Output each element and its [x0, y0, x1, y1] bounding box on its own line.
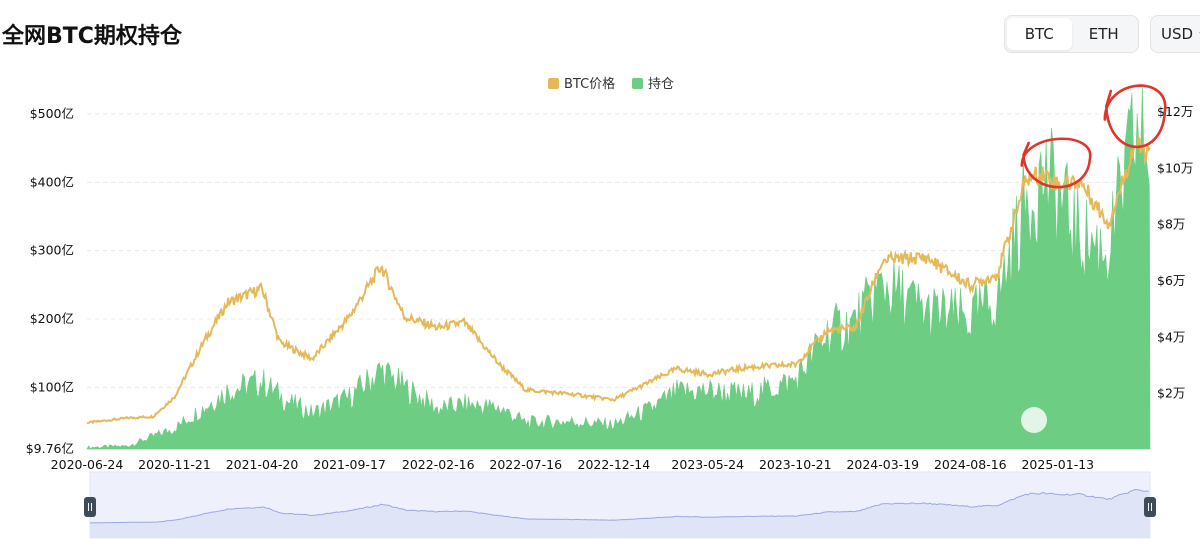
oi-area — [86, 87, 1151, 450]
left-tick-label: $9.76亿 — [26, 441, 74, 456]
x-tick-label: 2025-01-13 — [1021, 457, 1094, 472]
left-tick-label: $500亿 — [30, 106, 74, 121]
navigator[interactable] — [84, 471, 1156, 539]
asset-toggle: BTC ETH — [1004, 15, 1139, 53]
x-tick-label: 2023-10-21 — [759, 457, 832, 472]
annotation-circle — [1020, 137, 1092, 189]
oi-series — [86, 87, 1151, 450]
x-tick-label: 2022-02-16 — [402, 457, 475, 472]
x-tick-label: 2021-09-17 — [313, 457, 386, 472]
legend-label-oi: 持仓 — [648, 77, 674, 92]
navigator-line — [90, 488, 1149, 524]
x-tick-label: 2024-08-16 — [934, 457, 1007, 472]
right-tick-label: $4万 — [1157, 329, 1185, 344]
currency-label: USD — [1161, 25, 1194, 43]
left-tick-label: $200亿 — [30, 311, 74, 326]
left-tick-label: $400亿 — [30, 174, 74, 189]
price-series — [86, 133, 1151, 425]
annotations — [1020, 84, 1167, 189]
currency-select[interactable]: USD ▾ — [1150, 15, 1200, 53]
annotation-circle — [1103, 84, 1167, 149]
handle-grip[interactable] — [84, 497, 96, 517]
navigator-handle-left[interactable] — [84, 497, 96, 517]
right-tick-label: $12万 — [1157, 104, 1193, 119]
legend-swatch-price — [548, 78, 559, 89]
navigator-area — [90, 489, 1150, 538]
x-tick-label: 2024-03-19 — [846, 457, 919, 472]
x-tick-label: 2020-06-24 — [51, 457, 124, 472]
legend-label-price: BTC价格 — [564, 76, 615, 92]
x-tick-label: 2020-11-21 — [138, 457, 211, 472]
page-title: 全网BTC期权持仓 — [2, 24, 182, 49]
right-tick-label: $10万 — [1157, 160, 1193, 175]
x-tick-label: 2022-12-14 — [578, 457, 651, 472]
handle-grip[interactable] — [1144, 497, 1156, 517]
right-axis: $2万 $4万 $6万 $8万 $10万 $12万 — [1157, 104, 1193, 401]
toggle-eth[interactable]: ETH — [1088, 25, 1119, 43]
left-tick-label: $100亿 — [30, 379, 74, 394]
right-tick-label: $8万 — [1157, 217, 1185, 232]
legend: BTC价格 持仓 — [548, 76, 674, 92]
right-tick-label: $2万 — [1157, 386, 1185, 401]
right-tick-label: $6万 — [1157, 273, 1185, 288]
price-line — [86, 133, 1151, 425]
x-tick-label: 2022-07-16 — [489, 457, 562, 472]
left-tick-label: $300亿 — [30, 243, 74, 258]
x-tick-label: 2021-04-20 — [226, 457, 299, 472]
x-axis: 2020-06-24 2020-11-21 2021-04-20 2021-09-17… — [51, 457, 1094, 472]
x-tick-label: 2023-05-24 — [671, 457, 744, 472]
toggle-btc[interactable]: BTC — [1007, 18, 1072, 50]
left-axis: $9.76亿 $100亿 $200亿 $300亿 $400亿 $500亿 — [26, 106, 74, 456]
watermark-logo — [1021, 407, 1047, 433]
navigator-handle-right[interactable] — [1144, 497, 1156, 517]
legend-swatch-oi — [632, 78, 643, 89]
